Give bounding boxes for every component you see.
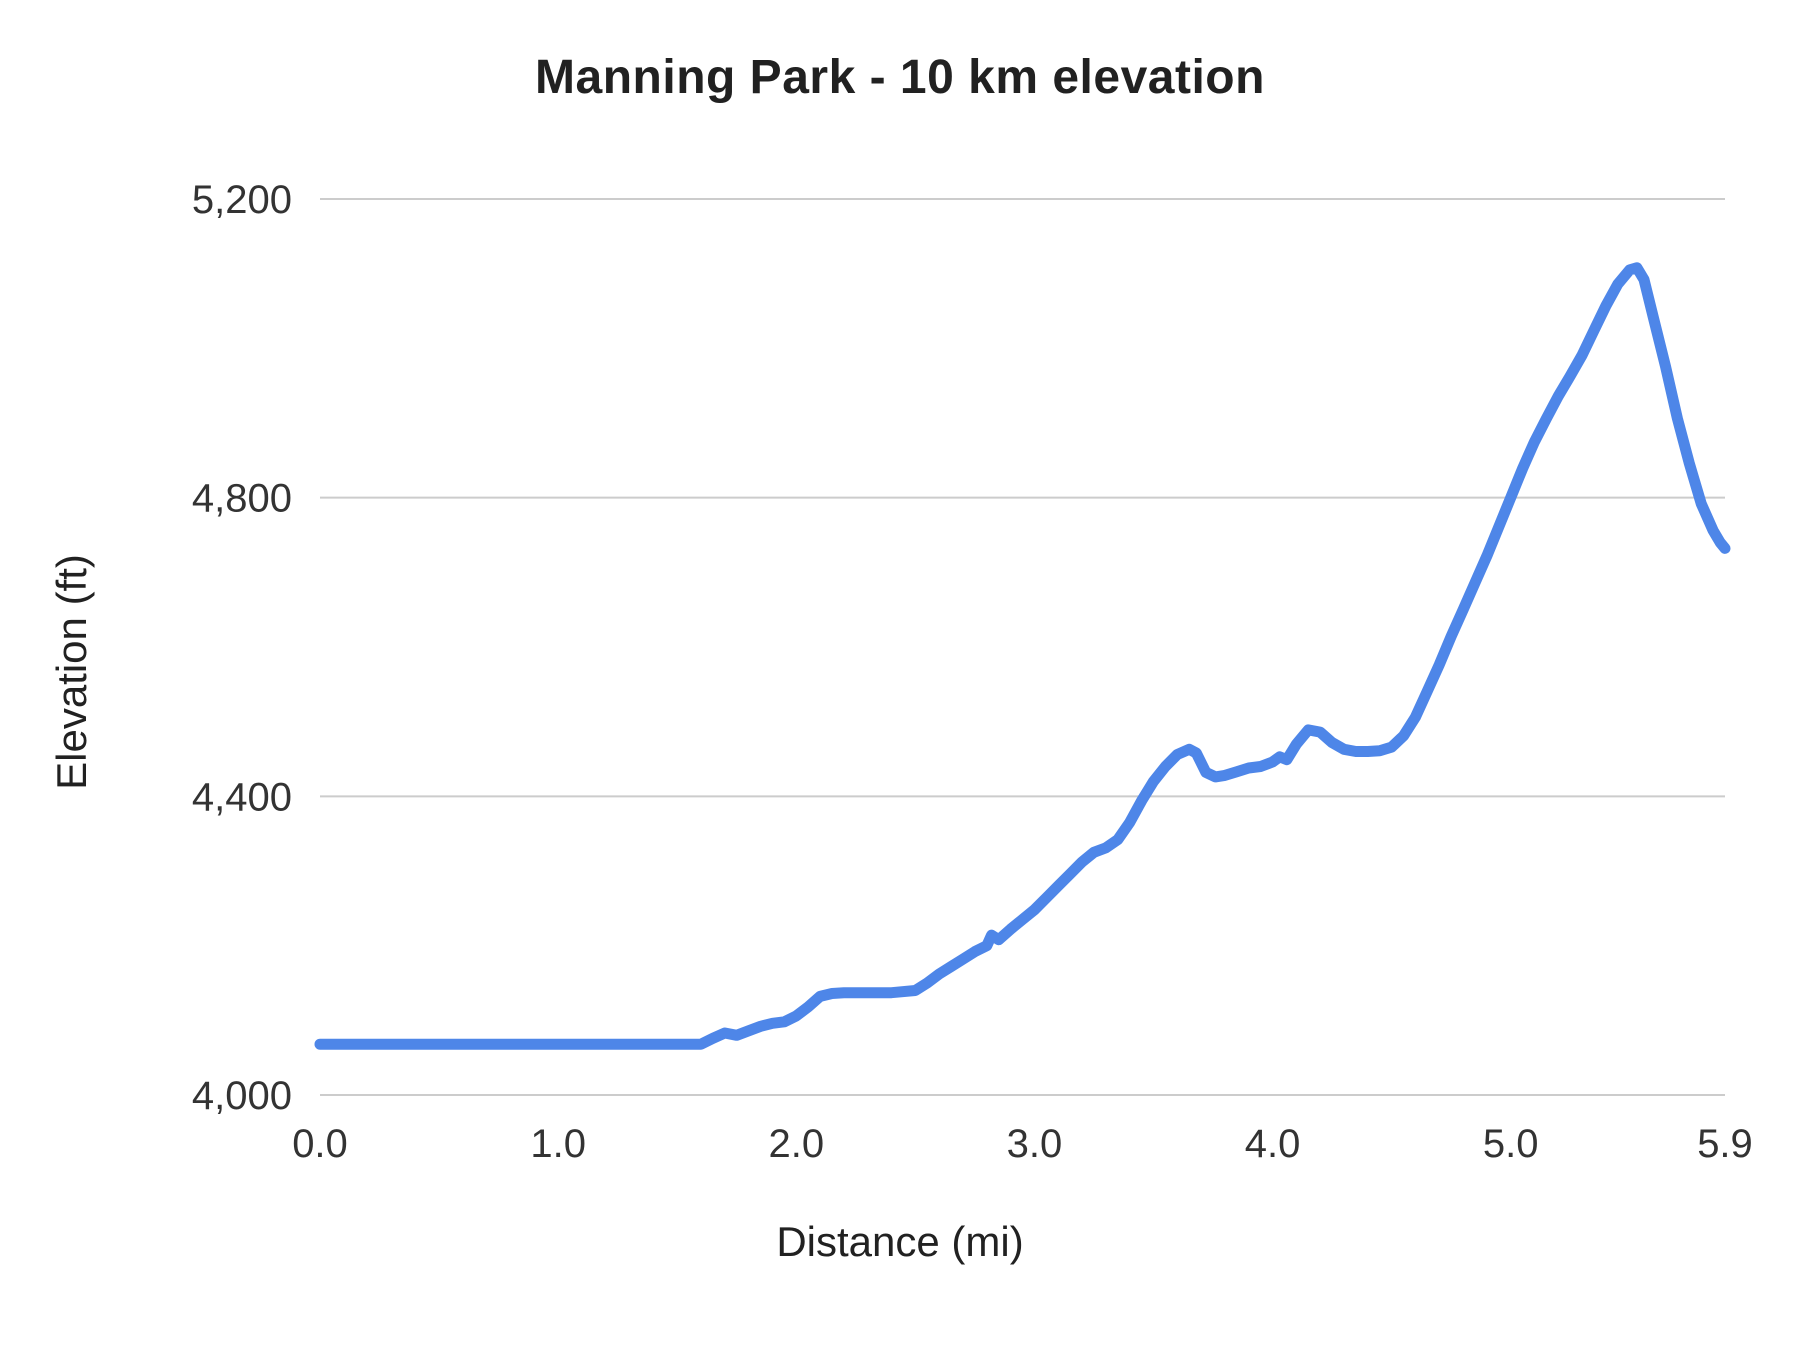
y-tick-label: 5,200 [192, 178, 292, 222]
y-tick-label: 4,000 [192, 1074, 292, 1118]
x-axis-title: Distance (mi) [776, 1218, 1024, 1265]
elevation-series-line [314, 262, 1731, 1050]
x-tick-label: 2.0 [768, 1122, 824, 1166]
x-tick-label: 1.0 [530, 1122, 586, 1166]
x-tick-label: 5.0 [1483, 1122, 1539, 1166]
chart-title: Manning Park - 10 km elevation [535, 51, 1265, 104]
x-tick-label: 4.0 [1245, 1122, 1301, 1166]
x-tick-label: 0.0 [292, 1122, 348, 1166]
y-tick-label: 4,400 [192, 775, 292, 819]
x-tick-label: 5.9 [1697, 1122, 1753, 1166]
x-tick-label: 3.0 [1007, 1122, 1063, 1166]
y-tick-label: 4,800 [192, 477, 292, 521]
